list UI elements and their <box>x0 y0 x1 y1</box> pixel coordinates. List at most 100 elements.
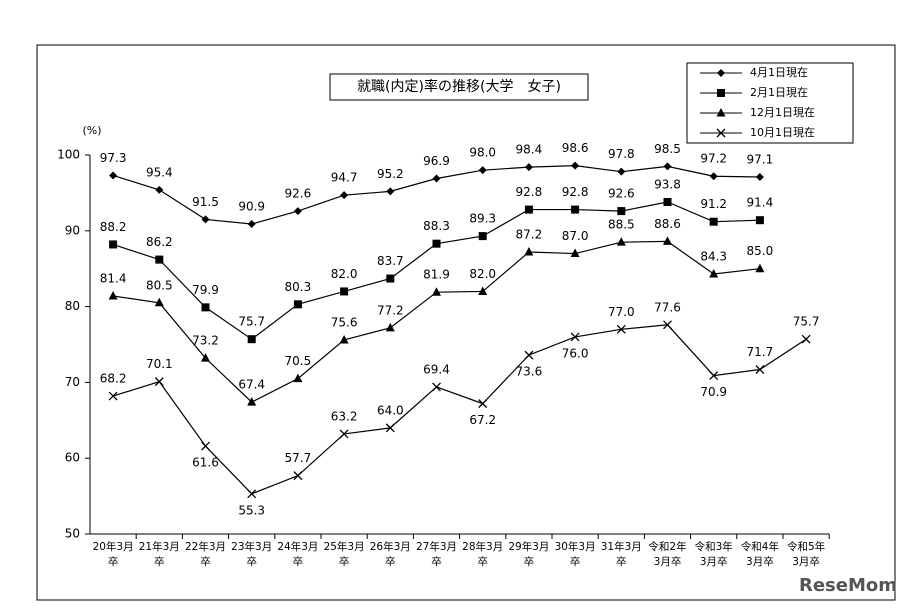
point <box>340 191 349 200</box>
frame <box>36 44 896 601</box>
x-tick-label-box: 22年3月 卒 <box>184 541 226 568</box>
point <box>432 174 441 183</box>
point <box>709 269 719 278</box>
legend-box <box>686 62 854 144</box>
data-label: 81.9 <box>423 268 450 282</box>
data-label: 88.3 <box>423 219 450 233</box>
data-label: 77.6 <box>654 300 681 314</box>
point <box>755 365 765 374</box>
point <box>717 89 725 97</box>
point <box>716 108 726 117</box>
data-label: 76.0 <box>562 346 589 360</box>
point <box>201 215 210 224</box>
x-tick-label-box: 30年3月 卒 <box>555 541 596 568</box>
x-tick-label: 20年3月 卒 <box>92 541 134 568</box>
point <box>201 303 210 312</box>
x-tick-label: 25年3月 卒 <box>323 541 365 568</box>
data-label: 88.6 <box>654 217 681 231</box>
point <box>154 377 164 387</box>
data-label: 71.7 <box>747 345 774 359</box>
x-tick-label-box: 24年3月 卒 <box>277 541 318 568</box>
legend-label: 4月1日現在 <box>750 66 808 79</box>
y-tick-label: 70 <box>65 375 80 389</box>
data-label: 70.5 <box>285 354 312 368</box>
point <box>339 429 349 439</box>
x-tick-label-box: 令和5年 3月卒 <box>787 541 825 568</box>
y-tick-label: 50 <box>65 527 80 541</box>
point <box>717 69 725 77</box>
data-label: 85.0 <box>747 244 774 258</box>
point <box>616 237 626 246</box>
point <box>432 382 441 392</box>
point <box>293 471 303 481</box>
point <box>432 239 441 248</box>
y-tick-label: 80 <box>65 299 80 313</box>
point <box>385 423 395 433</box>
x-tick-label-box: 20年3月 卒 <box>92 541 134 568</box>
point <box>709 371 719 381</box>
y-tick-label: 60 <box>65 451 80 465</box>
data-label: 97.1 <box>747 152 774 166</box>
data-label: 69.4 <box>423 362 450 376</box>
point <box>617 167 626 176</box>
data-label: 98.6 <box>562 141 589 155</box>
data-label: 57.7 <box>285 451 312 465</box>
data-label: 73.6 <box>516 365 543 379</box>
point <box>755 216 764 225</box>
y-tick-label: 100 <box>57 148 80 162</box>
data-label: 55.3 <box>238 503 265 517</box>
data-label: 95.2 <box>377 167 404 181</box>
x-tick-label: 22年3月 卒 <box>184 541 226 568</box>
point <box>663 320 672 330</box>
point <box>386 274 395 283</box>
point <box>524 163 533 172</box>
point <box>478 286 488 295</box>
series-line <box>112 324 807 495</box>
point <box>663 197 672 206</box>
point <box>340 287 349 296</box>
point <box>478 399 488 409</box>
data-label: 98.4 <box>516 143 543 157</box>
data-label: 89.3 <box>469 212 496 226</box>
point <box>663 236 672 245</box>
data-label: 90.9 <box>238 199 265 213</box>
point <box>709 217 718 226</box>
data-label: 75.7 <box>238 315 265 329</box>
point <box>247 335 256 344</box>
data-label: 67.4 <box>238 378 265 392</box>
point <box>201 441 210 451</box>
x-tick-label: 31年3月 卒 <box>600 541 642 568</box>
legend-label: 10月1日現在 <box>750 126 815 139</box>
data-label: 88.2 <box>100 220 127 234</box>
data-label: 77.2 <box>377 303 404 317</box>
data-label: 97.8 <box>608 147 635 161</box>
point <box>154 297 164 307</box>
chart-title: 就職(内定)率の推移(大学 女子) <box>357 78 561 95</box>
x-tick-label-box: 25年3月 卒 <box>323 541 365 568</box>
point <box>108 391 118 401</box>
series-line <box>113 240 760 403</box>
data-label: 61.6 <box>192 456 219 470</box>
x-tick-label-box: 29年3月 卒 <box>508 541 549 568</box>
data-label: 81.4 <box>100 271 127 285</box>
data-label: 92.6 <box>608 187 635 201</box>
point <box>616 324 626 334</box>
data-label: 68.2 <box>100 372 127 386</box>
point <box>109 171 118 180</box>
point <box>709 172 718 181</box>
x-tick-label: 令和2年 3月卒 <box>648 541 687 568</box>
data-label: 92.8 <box>562 185 589 199</box>
point <box>524 205 533 214</box>
data-label: 98.5 <box>654 142 681 156</box>
point <box>155 255 164 264</box>
point <box>247 397 257 406</box>
data-label: 73.2 <box>192 334 219 348</box>
point <box>339 334 349 344</box>
legend-label: 12月1日現在 <box>750 106 815 119</box>
point <box>201 353 210 362</box>
point <box>108 290 118 300</box>
data-label: 92.6 <box>285 187 312 201</box>
point <box>247 219 256 228</box>
data-label: 67.2 <box>469 413 496 427</box>
